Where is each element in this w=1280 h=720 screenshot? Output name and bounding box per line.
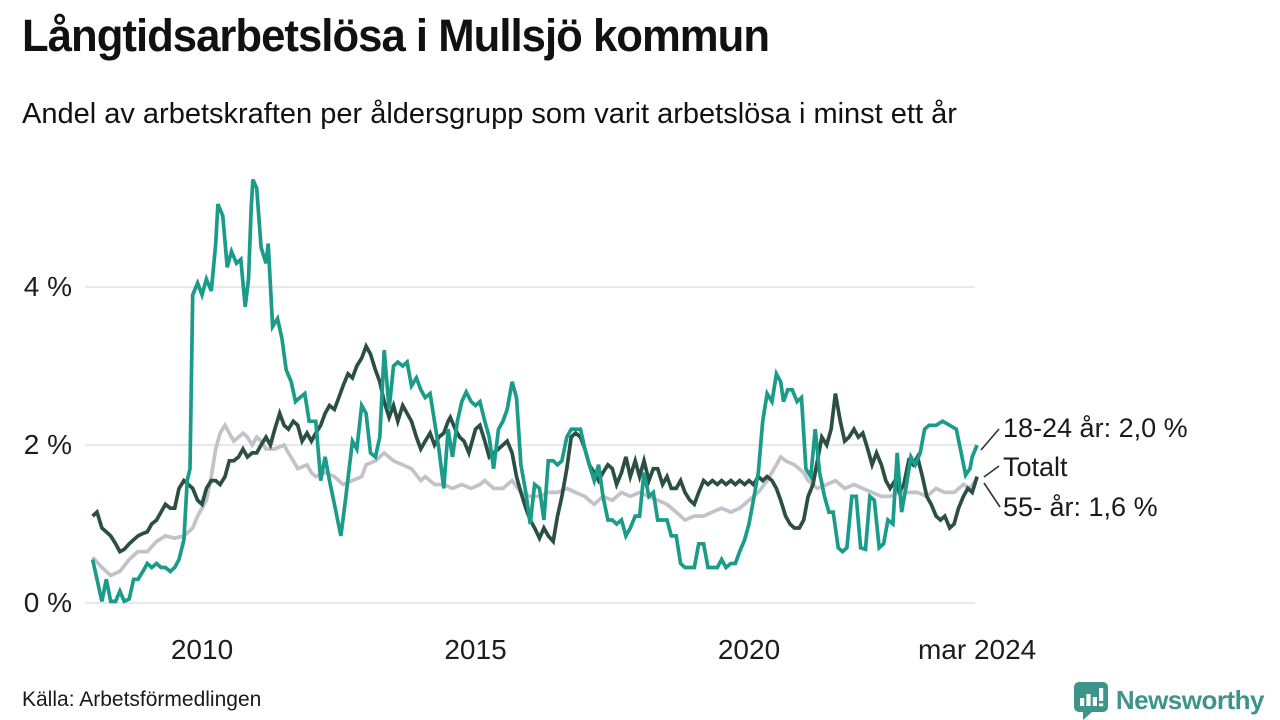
series-line-totalt: [91, 421, 979, 578]
annotation-leader-line: [983, 482, 1001, 508]
series-line-18-24-år: [90, 178, 979, 604]
source-caption: Källa: Arbetsförmedlingen: [22, 688, 262, 711]
newsworthy-logo-text: Newsworthy: [1115, 684, 1265, 715]
series-annotation-label: 55- år: 1,6 %: [1003, 492, 1158, 522]
leader-lines: [980, 428, 1001, 508]
series-line-55--år: [91, 341, 979, 555]
series-annotation-label: 18-24 år: 2,0 %: [1003, 413, 1188, 443]
series-annotation-label: Totalt: [1003, 452, 1068, 482]
page-title: Långtidsarbetslösa i Mullsjö kommun: [22, 10, 770, 61]
annotation-leader-line: [980, 428, 1000, 451]
series-lines: [90, 178, 979, 604]
y-axis-tick-label: 4 %: [23, 271, 72, 302]
x-axis-tick-label: mar 2024: [917, 634, 1037, 665]
x-axis-tick-label: 2010: [170, 634, 234, 665]
newsworthy-logo: Newsworthy: [1072, 680, 1265, 720]
annotation-leader-line: [983, 465, 1000, 478]
x-axis-tick-label: 2020: [717, 634, 781, 665]
x-axis-tick-label: 2015: [444, 634, 507, 665]
y-axis-tick-label: 0 %: [23, 587, 72, 618]
chart-subtitle: Andel av arbetskraften per åldersgrupp s…: [22, 98, 957, 130]
y-axis-tick-label: 2 %: [23, 429, 72, 460]
newsworthy-logo-icon: [1073, 682, 1108, 720]
